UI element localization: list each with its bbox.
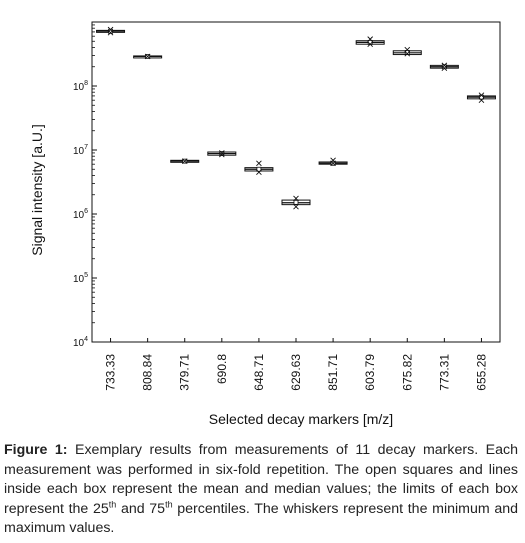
box-6 xyxy=(281,195,311,210)
x-tick-label: 690.8 xyxy=(215,354,229,384)
box-extreme-marker xyxy=(293,195,299,202)
y-tick-label: 104 xyxy=(73,336,88,349)
box-extreme-marker xyxy=(293,203,299,210)
caption-sup-2: th xyxy=(165,498,173,509)
caption-label: Figure 1: xyxy=(4,442,68,458)
box-11 xyxy=(466,92,496,104)
box-9 xyxy=(392,46,422,57)
y-tick-label: 107 xyxy=(73,144,88,157)
box-extreme-marker xyxy=(256,160,262,167)
y-tick-label-base: 10 xyxy=(73,146,85,157)
y-tick-label-base: 10 xyxy=(73,274,85,285)
box-extreme-marker xyxy=(107,26,114,33)
y-tick-label: 106 xyxy=(73,208,88,221)
y-axis-label: Signal intensity [a.U.] xyxy=(29,124,45,256)
box-7 xyxy=(318,157,348,167)
box-extreme-marker xyxy=(478,97,485,104)
y-tick-label-exponent: 7 xyxy=(84,144,88,151)
y-tick-label-base: 10 xyxy=(73,210,85,221)
x-tick-label: 648.71 xyxy=(252,354,266,391)
x-tick-label: 851.71 xyxy=(326,354,340,391)
y-tick-label-exponent: 5 xyxy=(84,272,88,279)
box-8 xyxy=(355,36,385,48)
x-axis-ticks: 733.33 808.84 379.71 690.8 648.71 629.63 851.7… xyxy=(104,338,488,391)
x-tick-label: 379.71 xyxy=(178,354,192,391)
box-extreme-marker xyxy=(367,41,374,48)
box-1 xyxy=(96,26,126,36)
y-tick-label-exponent: 8 xyxy=(84,80,88,87)
y-tick-label: 108 xyxy=(73,80,88,93)
box-mean-square xyxy=(256,166,262,172)
box-extreme-marker xyxy=(256,169,262,176)
box-extreme-marker xyxy=(330,157,336,164)
box-extreme-marker xyxy=(144,53,151,60)
x-tick-label: 808.84 xyxy=(141,354,155,391)
caption-text-2: and 75 xyxy=(116,500,166,517)
caption-text-3: percentiles. The whiskers represent the … xyxy=(4,500,518,537)
y-tick-label-base: 10 xyxy=(73,82,85,93)
box-mean-square xyxy=(293,199,299,205)
box-extreme-marker xyxy=(218,151,225,158)
box-series xyxy=(96,26,496,210)
x-tick-label: 603.79 xyxy=(363,354,377,391)
caption-text-1: Exemplary results from measurements of 1… xyxy=(4,442,518,517)
x-tick-label: 733.33 xyxy=(104,354,118,391)
y-tick-label-exponent: 4 xyxy=(84,336,88,343)
y-tick-label: 105 xyxy=(73,272,88,285)
box-extreme-marker xyxy=(181,158,188,164)
figure-caption: Figure 1: Exemplary results from measure… xyxy=(4,441,518,537)
box-2 xyxy=(133,53,163,60)
box-4 xyxy=(207,150,237,158)
box-extreme-marker xyxy=(404,46,411,53)
y-tick-label-exponent: 6 xyxy=(84,208,88,215)
box-extreme-marker xyxy=(441,62,448,69)
box-mean-square xyxy=(404,49,410,55)
caption-sup-1: th xyxy=(108,498,117,509)
x-axis-label: Selected decay markers [m/z] xyxy=(209,411,393,427)
plot-frame xyxy=(91,21,501,343)
box-3 xyxy=(170,158,200,164)
box-extreme-marker xyxy=(367,36,374,42)
box-extreme-marker xyxy=(218,150,225,156)
plot-axes xyxy=(91,21,501,343)
x-tick-label: 655.28 xyxy=(474,354,488,391)
x-tick-label: 773.31 xyxy=(437,354,451,391)
x-tick-label: 629.63 xyxy=(289,354,303,391)
box-extreme-marker xyxy=(404,50,411,57)
box-10 xyxy=(429,62,459,71)
box-extreme-marker xyxy=(478,92,485,98)
x-tick-label: 675.82 xyxy=(400,354,414,391)
box-5 xyxy=(244,160,274,176)
y-tick-label-base: 10 xyxy=(73,338,85,349)
